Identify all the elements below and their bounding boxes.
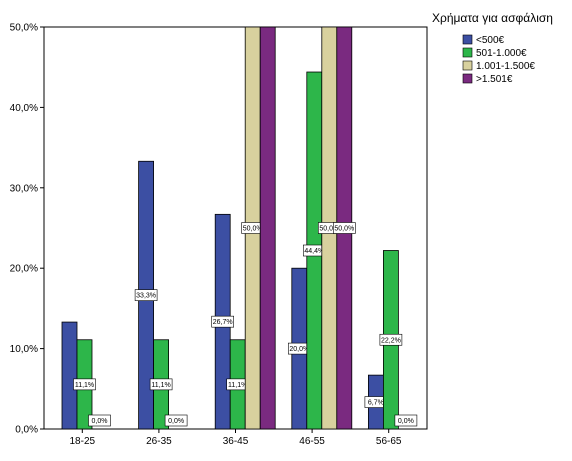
x-tick-label: 36-45 xyxy=(223,436,249,447)
data-label: 50,0% xyxy=(319,226,339,233)
legend-label: 1.001-1.500€ xyxy=(476,61,535,72)
y-tick-label: 50,0% xyxy=(10,23,38,34)
data-label-box xyxy=(149,378,173,391)
data-label: 0,0% xyxy=(398,418,414,425)
data-label-box xyxy=(379,333,403,346)
data-label: 6,7% xyxy=(368,400,384,407)
data-label-box xyxy=(394,414,418,427)
legend-swatch xyxy=(462,34,473,45)
legend-label: <500€ xyxy=(476,35,505,46)
data-label: 11,1% xyxy=(151,382,170,389)
data-label: 33,3% xyxy=(136,293,156,300)
x-tick-label: 26-35 xyxy=(146,436,172,447)
legend-title: Χρήματα για ασφάλιση xyxy=(432,11,553,25)
data-label: 11,1% xyxy=(228,382,247,389)
data-label-box xyxy=(332,222,356,234)
bar xyxy=(61,321,78,430)
legend: Χρήματα για ασφάλιση <500€ 501-1.000€ 1.00… xyxy=(432,11,553,85)
data-label: 22,2% xyxy=(381,337,401,344)
data-label: 50,0% xyxy=(334,226,354,233)
y-tick-label: 30,0% xyxy=(10,183,38,194)
data-label: 26,7% xyxy=(213,319,233,326)
plot-area: 0,0% 10,0% 20,0% 30,0% 40,0% 50,0% 18-25 11,1% 0… xyxy=(10,23,428,447)
data-label: 0,0% xyxy=(92,418,108,425)
y-tick-label: 40,0% xyxy=(10,103,38,114)
data-label: 20,0% xyxy=(289,346,309,353)
y-tick-label: 0,0% xyxy=(15,425,38,436)
data-label-box xyxy=(164,414,188,427)
data-label-box xyxy=(73,378,96,391)
data-label-box xyxy=(88,414,111,427)
data-label: 11,1% xyxy=(75,382,94,389)
legend-swatch xyxy=(462,47,473,58)
legend-label: >1.501€ xyxy=(476,74,513,85)
x-tick-label: 56-65 xyxy=(376,436,402,447)
y-tick-label: 10,0% xyxy=(10,344,38,355)
data-label: 50,0% xyxy=(243,226,263,233)
bar xyxy=(259,26,276,430)
x-tick-label: 46-55 xyxy=(299,436,325,447)
data-label-box xyxy=(134,289,158,301)
data-label-box xyxy=(211,315,234,328)
data-label: 0,0% xyxy=(168,418,184,425)
legend-swatch xyxy=(462,60,473,71)
y-tick-label: 20,0% xyxy=(10,264,38,275)
legend-label: 501-1.000€ xyxy=(476,48,527,59)
x-tick-label: 18-25 xyxy=(70,436,96,447)
data-label: 44,4% xyxy=(304,248,324,255)
legend-swatch xyxy=(462,73,473,84)
